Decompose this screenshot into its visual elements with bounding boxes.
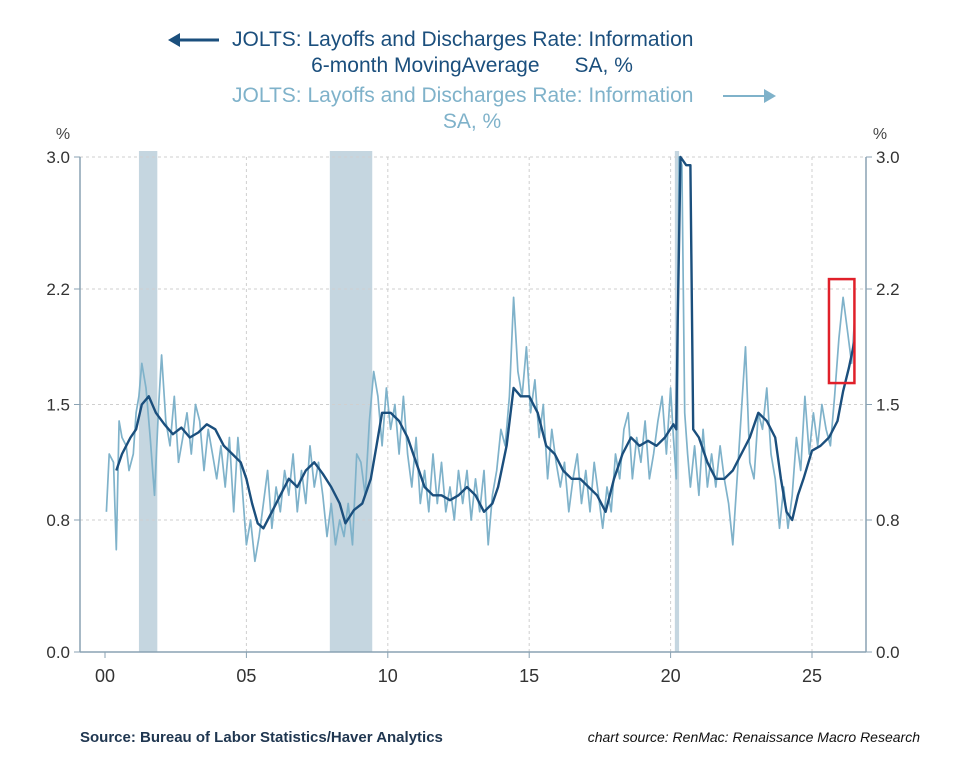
legend-right-line2: SA, % bbox=[443, 110, 501, 133]
series-line-monthly bbox=[105, 156, 856, 563]
left-tick-label-0: 0.0 bbox=[46, 643, 70, 662]
source-note: Source: Bureau of Labor Statistics/Haver… bbox=[80, 729, 443, 746]
left-tick-label-4: 3.0 bbox=[46, 148, 70, 167]
highlight-box bbox=[827, 277, 856, 385]
legend: JOLTS: Layoffs and Discharges Rate: Info… bbox=[168, 28, 776, 133]
right-tick-label-4: 3.0 bbox=[876, 148, 900, 167]
left-tick-label-2: 1.5 bbox=[46, 396, 70, 415]
axes: 0.0 0.0 0.8 0.8 1.5 1.5 2.2 2.2 3.0 3.0 00 05 10 15 20… bbox=[46, 148, 899, 686]
series-lines bbox=[105, 155, 856, 563]
x-tick-label-4: 20 bbox=[661, 666, 681, 686]
left-tick-label-1: 0.8 bbox=[46, 511, 70, 530]
legend-right-arrow-icon bbox=[723, 89, 776, 103]
right-axis-unit: % bbox=[873, 126, 887, 143]
legend-left-line2: 6-month MovingAverage SA, % bbox=[311, 54, 633, 77]
recession-bands bbox=[138, 151, 680, 652]
recession-band-1 bbox=[329, 151, 373, 652]
right-tick-label-1: 0.8 bbox=[876, 511, 900, 530]
legend-left-arrow-icon bbox=[168, 33, 219, 47]
left-axis-unit: % bbox=[56, 126, 70, 143]
highlight-rect bbox=[827, 277, 856, 385]
right-tick-label-3: 2.2 bbox=[876, 280, 900, 299]
x-tick-label-3: 15 bbox=[519, 666, 539, 686]
x-tick-label-5: 25 bbox=[802, 666, 822, 686]
x-tick-label-2: 10 bbox=[378, 666, 398, 686]
legend-right-line1: JOLTS: Layoffs and Discharges Rate: Info… bbox=[232, 84, 693, 107]
right-tick-label-0: 0.0 bbox=[876, 643, 900, 662]
series-line-moving-average bbox=[115, 155, 856, 530]
right-tick-label-2: 1.5 bbox=[876, 396, 900, 415]
chart-credit: chart source: RenMac: Renaissance Macro … bbox=[587, 729, 920, 745]
recession-band-0 bbox=[138, 151, 158, 652]
x-tick-label-1: 05 bbox=[236, 666, 256, 686]
legend-left-line1: JOLTS: Layoffs and Discharges Rate: Info… bbox=[232, 28, 693, 51]
left-tick-label-3: 2.2 bbox=[46, 280, 70, 299]
x-tick-label-0: 00 bbox=[95, 666, 115, 686]
